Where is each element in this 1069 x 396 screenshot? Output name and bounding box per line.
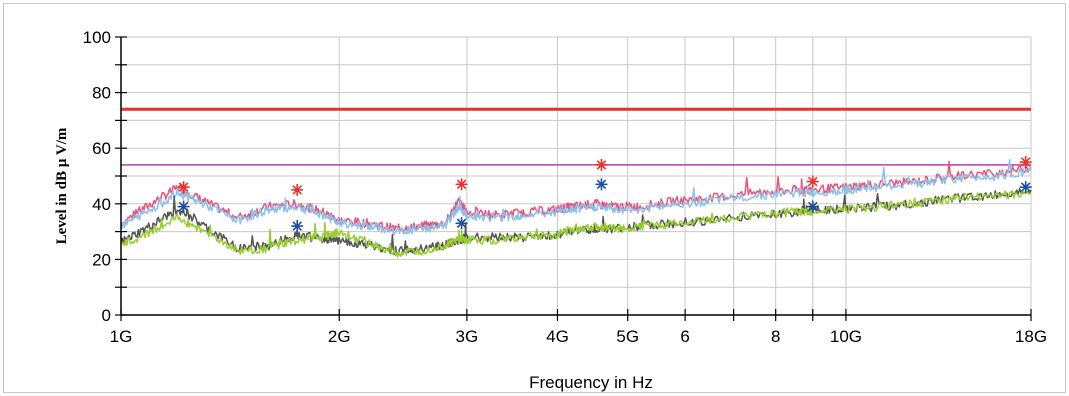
peak-marker [455, 178, 468, 191]
grid [120, 36, 1032, 316]
y-tick-label: 100 [83, 28, 111, 47]
y-tick-label: 40 [92, 195, 111, 214]
limit-lines [121, 107, 1031, 166]
peak-marker [806, 175, 819, 188]
x-tick-label: 3G [456, 327, 479, 346]
peak-marker [595, 158, 608, 171]
average-marker [806, 200, 819, 213]
peak-marker [291, 183, 304, 196]
x-tick-label: 2G [328, 327, 351, 346]
marker-stroke [178, 182, 189, 192]
marker-stroke [292, 221, 302, 231]
marker-stroke [807, 201, 818, 212]
series-line [120, 187, 1032, 256]
emission-chart: 0 20 40 60 80 100 1G 2G 3G 4G 5G 6 8 10G 18G Frequency… [54, 28, 1047, 392]
average-marker [177, 200, 190, 213]
series-line [120, 160, 1032, 233]
y-axis-title: Level in dB µ V/m [54, 127, 70, 244]
y-tick-label: 20 [92, 250, 111, 269]
axes [115, 36, 1032, 321]
marker-stroke [1020, 182, 1031, 192]
marker-stroke [178, 201, 189, 212]
x-tick-label: 5G [616, 327, 639, 346]
average-marker [455, 217, 468, 230]
x-tick-label: 18G [1015, 327, 1047, 346]
marker-stroke [1020, 157, 1031, 167]
marker-stroke [807, 176, 818, 187]
marker-stroke [456, 179, 467, 190]
chart-frame: 0 20 40 60 80 100 1G 2G 3G 4G 5G 6 8 10G 18G Frequency… [3, 3, 1066, 393]
x-tick-label: 8 [771, 327, 780, 346]
peak-markers [177, 156, 1032, 233]
y-tick-label: 80 [92, 84, 111, 103]
marker-stroke [292, 185, 302, 195]
x-tick-label: 10G [830, 327, 862, 346]
average-marker [1019, 181, 1032, 194]
marker-stroke [596, 160, 607, 170]
x-axis-title: Frequency in Hz [529, 373, 653, 392]
x-tick-label: 1G [110, 327, 133, 346]
marker-stroke [596, 179, 607, 190]
tick-labels: 0 20 40 60 80 100 1G 2G 3G 4G 5G 6 8 10G 18G [83, 28, 1047, 346]
series-line [120, 189, 1032, 258]
average-marker [291, 220, 304, 233]
series-line [120, 158, 1032, 236]
x-tick-label: 6 [680, 327, 689, 346]
y-tick-label: 60 [92, 139, 111, 158]
marker-stroke [456, 218, 467, 229]
average-marker [595, 178, 608, 191]
series-lines [120, 158, 1032, 258]
y-tick-label: 0 [102, 306, 111, 325]
peak-marker [1019, 156, 1032, 169]
peak-marker [177, 181, 190, 194]
x-tick-label: 4G [546, 327, 569, 346]
